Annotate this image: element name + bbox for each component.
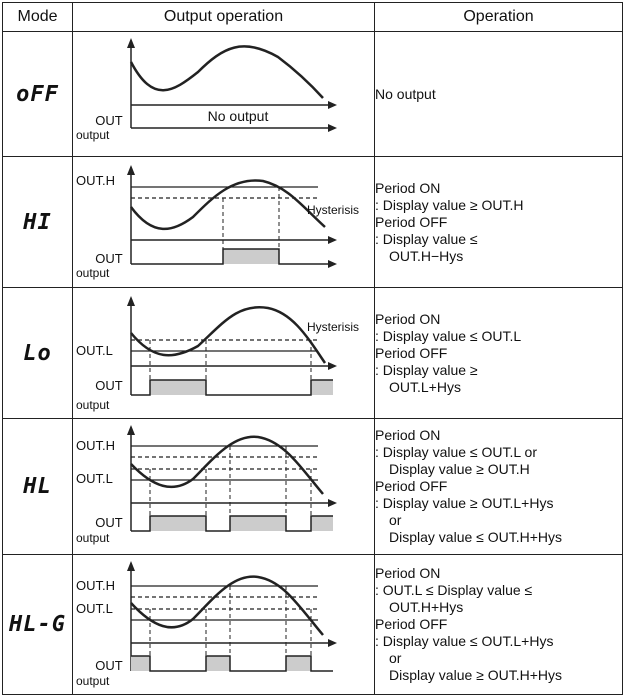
row-off: oFF OUT output No output No output	[2, 31, 623, 157]
desc-line: or	[389, 650, 402, 666]
output-label: output	[76, 398, 110, 412]
desc-line: Period OFF	[375, 616, 448, 632]
output-label: output	[76, 674, 110, 688]
mode-cell: oFF	[2, 31, 73, 157]
output-label: output	[76, 531, 110, 545]
desc-line: Period OFF	[375, 344, 448, 361]
operation-cell: Period ON : Display value ≤ OUT.L or Dis…	[374, 418, 623, 555]
graph-cell: OUT.H OUT.L OUT output	[72, 418, 375, 555]
desc-line: : Display value ≤ OUT.L	[375, 327, 522, 344]
output-label: output	[76, 266, 110, 280]
desc-line: Period OFF	[375, 478, 448, 494]
out-h-label: OUT.H	[76, 438, 115, 453]
hysteresis-label: Hysterisis	[307, 320, 359, 334]
output-graph: OUT.H OUT.L OUT output	[76, 561, 337, 688]
desc-line: Period ON	[375, 565, 441, 581]
out-label: OUT	[95, 113, 123, 128]
desc-line: : OUT.L ≤ Display value ≤	[375, 582, 533, 598]
mode-display: HI	[23, 209, 52, 235]
header-row: Mode Output operation Operation	[2, 2, 623, 32]
mode-display: HL-G	[9, 612, 66, 637]
desc-line: : Display value ≤ OUT.L or	[375, 444, 537, 460]
out-label: OUT	[95, 515, 123, 530]
desc-line: Display value ≤ OUT.H+Hys	[389, 529, 563, 545]
no-output-label: No output	[208, 108, 269, 124]
desc-line: : Display value ≥ OUT.H	[375, 196, 524, 213]
operation-cell: No output	[374, 31, 623, 157]
desc-line: : Display value ≥	[375, 361, 478, 378]
out-label: OUT	[95, 378, 123, 393]
output-graph: OUT.H Hysterisis OUT output	[76, 165, 359, 280]
operation-cell: Period ON : OUT.L ≤ Display value ≤ OUT.…	[374, 554, 623, 695]
graph-cell: OUT output No output	[72, 31, 375, 157]
out-l-label: OUT.L	[76, 343, 113, 358]
header-mode: Mode	[2, 2, 73, 32]
row-hl-g: HL-G	[2, 554, 623, 695]
graph-cell: OUT.L Hysterisis OUT output	[72, 287, 375, 419]
out-l-label: OUT.L	[76, 601, 113, 616]
desc-line: Period ON	[375, 427, 441, 443]
output-graph: OUT.L Hysterisis OUT output	[76, 296, 359, 412]
row-hi: HI OUT.H Hysterisis OU	[2, 156, 623, 288]
row-hl: HL	[2, 418, 623, 555]
graph-cell: OUT.H OUT.L OUT output	[72, 554, 375, 695]
desc-line: Display value ≥ OUT.H	[389, 461, 530, 477]
mode-display: HL	[23, 474, 52, 499]
desc-line: : Display value ≤ OUT.L+Hys	[375, 633, 554, 649]
out-h-label: OUT.H	[76, 578, 115, 593]
mode-cell: Lo	[2, 287, 73, 419]
desc-line: OUT.H+Hys	[389, 599, 464, 615]
row-lo: Lo OUT.L Hysterisis	[2, 287, 623, 419]
desc-line: Period OFF	[375, 213, 448, 230]
desc-line: OUT.H−Hys	[389, 247, 464, 264]
hysteresis-label: Hysterisis	[307, 203, 359, 217]
output-graph: OUT.H OUT.L OUT output	[76, 425, 337, 545]
out-label: OUT	[95, 658, 123, 673]
desc-line: : Display value ≤	[375, 230, 478, 247]
out-l-label: OUT.L	[76, 471, 113, 486]
output-graph: OUT output No output	[76, 38, 337, 142]
graph-cell: OUT.H Hysterisis OUT output	[72, 156, 375, 288]
mode-cell: HI	[2, 156, 73, 288]
desc-line: : Display value ≥ OUT.L+Hys	[375, 495, 554, 511]
desc-line: Display value ≥ OUT.H+Hys	[389, 667, 563, 683]
operation-cell: Period ON : Display value ≥ OUT.H Period…	[374, 156, 623, 288]
out-label: OUT	[95, 251, 123, 266]
desc-line: No output	[375, 85, 436, 102]
mode-cell: HL	[2, 418, 73, 555]
out-h-label: OUT.H	[76, 173, 115, 188]
desc-line: Period ON	[375, 310, 441, 327]
output-label: output	[76, 128, 110, 142]
desc-line: OUT.L+Hys	[389, 378, 461, 395]
operation-cell: Period ON : Display value ≤ OUT.L Period…	[374, 287, 623, 419]
desc-line: or	[389, 512, 402, 528]
header-output-operation: Output operation	[72, 2, 375, 32]
header-operation: Operation	[374, 2, 623, 32]
mode-display: oFF	[16, 81, 59, 107]
mode-display: Lo	[23, 340, 52, 366]
desc-line: Period ON	[375, 179, 441, 196]
mode-cell: HL-G	[2, 554, 73, 695]
